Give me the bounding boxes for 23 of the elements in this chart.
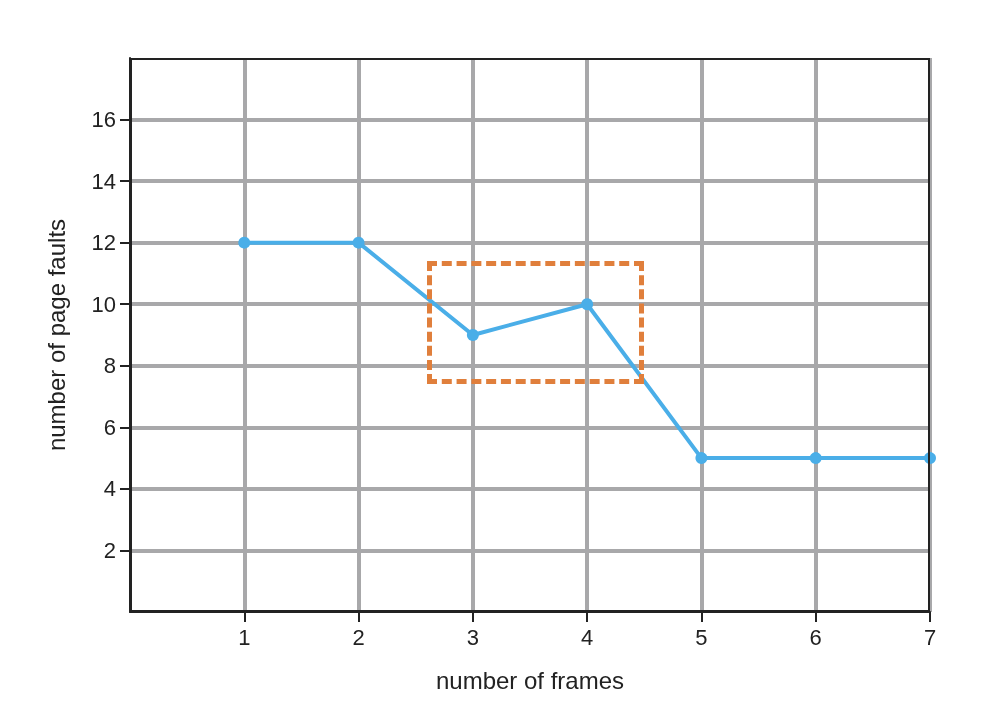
point xyxy=(352,236,365,249)
y-tick-label: 4 xyxy=(103,476,116,502)
y-tick-label: 6 xyxy=(103,414,116,440)
point xyxy=(809,452,822,465)
point xyxy=(238,236,251,249)
point xyxy=(466,329,479,341)
x-tick-label: 3 xyxy=(466,624,479,650)
y-tick-label: 16 xyxy=(91,107,116,133)
x-tick-label: 5 xyxy=(695,624,708,650)
y-tick-label: 2 xyxy=(103,537,116,563)
x-tick-label: 7 xyxy=(923,624,937,650)
point xyxy=(581,298,594,311)
x-tick-label: 6 xyxy=(809,624,822,650)
x-tick-label: 1 xyxy=(238,624,251,650)
x-axis-title: number of frames xyxy=(435,666,625,694)
y-axis-title: number of page faults xyxy=(42,218,70,452)
y-tick-label: 10 xyxy=(91,291,116,317)
x-tick-label: 2 xyxy=(352,624,365,650)
x-tick-label: 4 xyxy=(581,624,594,650)
y-tick-label: 8 xyxy=(103,353,116,379)
point xyxy=(695,452,708,465)
y-tick-label: 14 xyxy=(91,168,116,194)
y-tick-label: 12 xyxy=(91,230,116,256)
